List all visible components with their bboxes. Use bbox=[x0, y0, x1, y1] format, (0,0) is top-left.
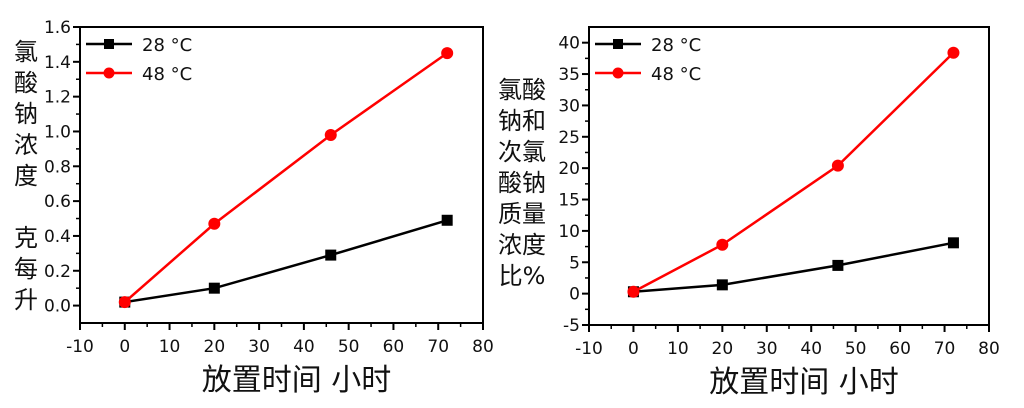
y-tick-label: -5 bbox=[563, 316, 580, 336]
y-axis-label-line: 质量 bbox=[498, 200, 546, 228]
x-tick-label: 20 bbox=[204, 337, 226, 357]
legend-circle-marker bbox=[103, 67, 115, 79]
x-tick-label: 30 bbox=[248, 337, 270, 357]
y-axis-label-line: 钠 bbox=[14, 100, 38, 128]
data-point-square bbox=[716, 279, 728, 291]
y-tick-label: 35 bbox=[558, 65, 580, 85]
y-tick-label: 1.4 bbox=[44, 53, 71, 73]
y-axis-label-line: 氯酸 bbox=[498, 76, 546, 104]
y-tick-label: 15 bbox=[558, 191, 580, 211]
y-tick-label: 0.6 bbox=[44, 192, 71, 212]
y-tick-label: 1.6 bbox=[44, 18, 71, 38]
y-tick-label: 0.0 bbox=[44, 297, 71, 317]
y-axis-label-line: 酸 bbox=[14, 69, 38, 97]
legend-label: 48 °C bbox=[142, 64, 192, 85]
y-tick-label: 1.0 bbox=[44, 122, 71, 142]
x-tick-label: 50 bbox=[845, 339, 867, 359]
chart-1: -10 0 10 20 30 40 50 60 70 80 0.0 0.2 0.4 0.6 0.8 1.0 1.… bbox=[14, 18, 494, 398]
y-axis-label-line: 度 bbox=[14, 162, 38, 190]
x-axis-label: 放置时间 小时 bbox=[202, 363, 392, 398]
y-axis-label-line: 浓度 bbox=[498, 231, 546, 259]
y-axis-label-line: 比% bbox=[499, 262, 546, 290]
x-tick-label: 20 bbox=[712, 339, 734, 359]
y-tick-label: 5 bbox=[569, 253, 580, 273]
series-line-1 bbox=[633, 241, 954, 293]
y-axis-label-line: 每 bbox=[14, 255, 38, 283]
y-tick-label: 0.4 bbox=[44, 227, 71, 247]
y-axis-label-line: 克 bbox=[14, 224, 38, 252]
x-tick-label: 70 bbox=[427, 337, 449, 357]
series-line-2 bbox=[123, 52, 448, 304]
legend-square-marker bbox=[104, 39, 114, 49]
legend-label: 28 °C bbox=[651, 35, 701, 56]
x-tick-label: -10 bbox=[575, 339, 603, 359]
y-axis-label-line: 浓 bbox=[14, 131, 38, 159]
y-axis-label-line: 钠和 bbox=[498, 107, 546, 135]
y-axis-label-line: 升 bbox=[14, 286, 38, 314]
x-tick-label: 30 bbox=[756, 339, 778, 359]
x-tick-label: 10 bbox=[667, 339, 689, 359]
data-point-circle bbox=[831, 159, 844, 172]
x-tick-label: 70 bbox=[934, 339, 956, 359]
x-tick-label: 80 bbox=[472, 337, 494, 357]
data-point-square bbox=[441, 214, 453, 226]
data-point-square bbox=[208, 282, 220, 294]
data-point-circle bbox=[441, 47, 454, 60]
data-point-circle bbox=[716, 238, 729, 251]
x-tick-label: 60 bbox=[383, 337, 405, 357]
x-tick-label: 0 bbox=[628, 339, 639, 359]
data-point-circle bbox=[118, 296, 131, 309]
data-point-circle bbox=[947, 46, 960, 59]
legend-square-marker bbox=[613, 39, 623, 49]
x-tick-label: 80 bbox=[978, 339, 1000, 359]
plot-frame bbox=[588, 26, 990, 326]
chart-2: -10 0 10 20 30 40 50 60 70 80 -5 0 5 10 15 20 25 30 35 40 放置… bbox=[498, 26, 1000, 400]
legend-label: 48 °C bbox=[651, 64, 701, 85]
legend-label: 28 °C bbox=[142, 35, 192, 56]
y-tick-label: 40 bbox=[558, 34, 580, 54]
x-axis-label: 放置时间 小时 bbox=[709, 365, 899, 400]
y-tick-label: 20 bbox=[558, 159, 580, 179]
data-point-square bbox=[325, 249, 337, 261]
y-axis-label-line: 酸钠 bbox=[498, 169, 546, 197]
y-tick-label: 0 bbox=[569, 285, 580, 305]
x-tick-label: 60 bbox=[889, 339, 911, 359]
y-tick-label: 10 bbox=[558, 222, 580, 242]
y-axis-label-line: 次氯 bbox=[498, 138, 546, 166]
legend-circle-marker bbox=[612, 67, 624, 79]
data-point-square bbox=[832, 259, 844, 271]
y-tick-label: 0.8 bbox=[44, 157, 71, 177]
series-line-1 bbox=[124, 219, 448, 304]
y-tick-label: 1.2 bbox=[44, 88, 71, 108]
data-point-square bbox=[947, 237, 959, 249]
x-tick-label: 40 bbox=[800, 339, 822, 359]
x-tick-label: 10 bbox=[159, 337, 181, 357]
x-tick-label: 0 bbox=[119, 337, 130, 357]
data-point-circle bbox=[627, 285, 640, 298]
y-tick-label: 30 bbox=[558, 96, 580, 116]
x-tick-label: -10 bbox=[66, 337, 94, 357]
data-point-circle bbox=[208, 217, 221, 230]
y-tick-label: 0.2 bbox=[44, 262, 71, 282]
series-line-2 bbox=[632, 51, 955, 293]
y-axis-label-line: 氯 bbox=[14, 38, 38, 66]
data-point-circle bbox=[324, 128, 337, 141]
x-tick-label: 50 bbox=[338, 337, 360, 357]
x-tick-label: 40 bbox=[293, 337, 315, 357]
y-tick-label: 25 bbox=[558, 128, 580, 148]
